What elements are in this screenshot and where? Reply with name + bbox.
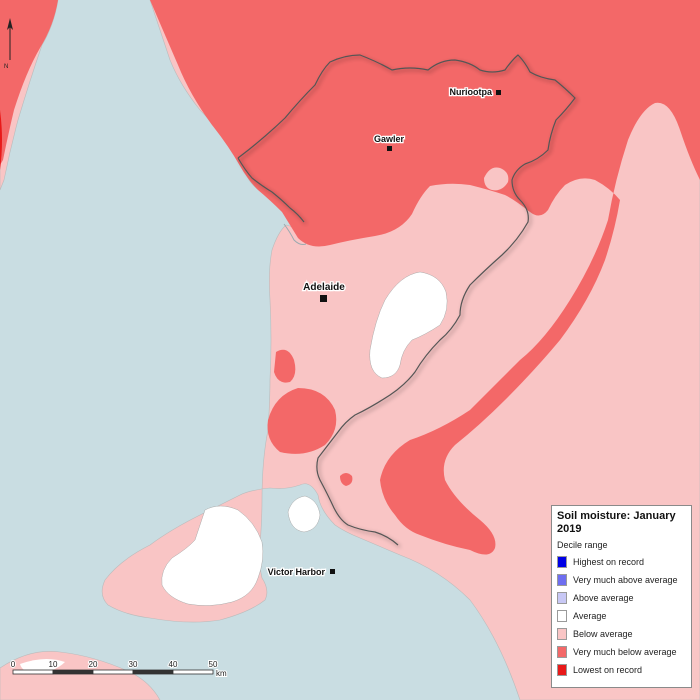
place-label: Nuriootpa (450, 87, 493, 97)
zone-lowest-top-left (0, 110, 2, 170)
legend-swatch (557, 628, 567, 640)
place-label: Gawler (374, 134, 405, 144)
legend-label: Very much above average (573, 575, 678, 585)
north-arrow: N (4, 18, 13, 70)
scale-tick: 20 (89, 660, 98, 669)
legend-label: Lowest on record (573, 665, 643, 675)
place-victor-harbor: Victor Harbor (266, 566, 335, 578)
legend-swatch (557, 664, 567, 676)
legend-title: Soil moisture: January 2019 (557, 510, 676, 535)
north-arrow-label: N (4, 64, 8, 70)
zone-very-much-below-small-patch (340, 473, 353, 486)
port-inlet (283, 223, 307, 245)
scale-tick: 30 (129, 660, 138, 669)
legend-label: Highest on record (573, 557, 645, 567)
zone-very-much-below-top-left (0, 0, 58, 165)
scale-tick: 40 (169, 660, 178, 669)
place-nuriootpa: Nuriootpa (448, 86, 501, 98)
legend-label: Above average (573, 593, 634, 603)
legend-item-lowest-on-record: Lowest on record (557, 661, 686, 679)
place-label: Adelaide (303, 282, 345, 293)
region-boundary (237, 54, 576, 546)
zone-very-much-below-central-patch (267, 388, 337, 454)
scale-bar: 0 10 20 30 40 50 km (10, 659, 228, 679)
place-marker (330, 569, 335, 574)
small-inlet (484, 167, 509, 191)
legend-label: Very much below average (573, 647, 677, 657)
zone-average-south-small (287, 495, 321, 533)
legend-item-average: Average (557, 607, 686, 625)
legend-subtitle: Decile range (557, 540, 608, 550)
legend-label: Below average (573, 629, 633, 639)
zone-average-fleurieu (161, 505, 264, 606)
legend-item-very-much-above-average: Very much above average (557, 571, 686, 589)
zone-very-much-below-north (150, 0, 700, 555)
legend-item-above-average: Above average (557, 589, 686, 607)
zone-very-much-below-west-patch (274, 349, 296, 383)
zone-average-adelaide (369, 271, 448, 379)
place-gawler: Gawler (373, 133, 406, 151)
scale-tick: 0 (11, 660, 16, 669)
legend-label: Average (573, 611, 607, 621)
legend-item-highest-on-record: Highest on record (557, 553, 686, 571)
legend-swatch (557, 556, 567, 568)
scale-tick: 10 (49, 660, 58, 669)
legend-swatch (557, 592, 567, 604)
place-marker (387, 146, 392, 151)
place-label: Victor Harbor (268, 567, 326, 577)
legend-swatch (557, 574, 567, 586)
scale-unit: km (216, 669, 227, 678)
legend-swatch (557, 610, 567, 622)
place-adelaide: Adelaide (302, 281, 347, 302)
map-legend: Soil moisture: January 2019 Decile range… (551, 505, 692, 688)
scale-tick: 50 (209, 660, 218, 669)
legend-item-below-average: Below average (557, 625, 686, 643)
legend-item-very-much-below-average: Very much below average (557, 643, 686, 661)
legend-swatch (557, 646, 567, 658)
place-marker (496, 90, 501, 95)
legend-items: Highest on record Very much above averag… (557, 553, 686, 679)
place-marker (320, 295, 327, 302)
